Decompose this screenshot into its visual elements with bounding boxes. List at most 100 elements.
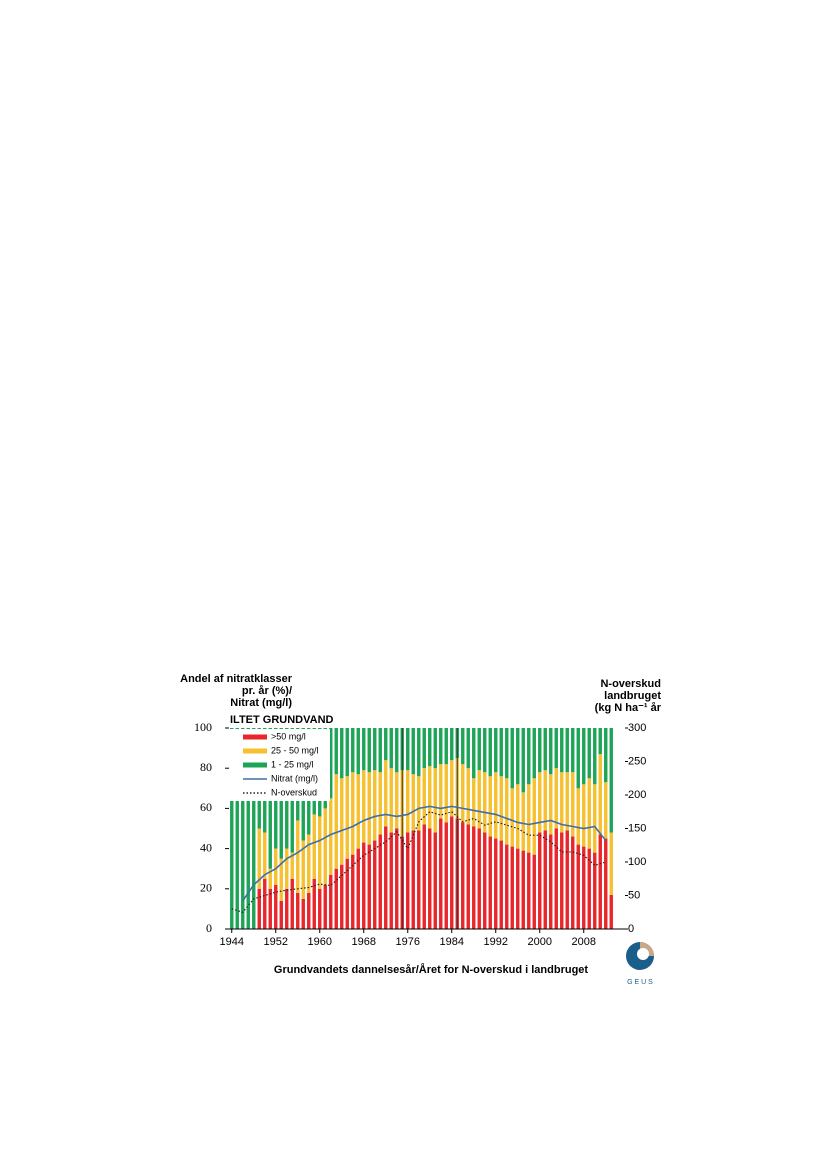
x-tick-label: 2000: [528, 936, 552, 948]
bar-segment: [472, 728, 476, 779]
bar-segment: [406, 728, 410, 771]
bar-segment: [329, 798, 333, 875]
x-tick-label: 1968: [352, 936, 376, 948]
bar-segment: [494, 728, 498, 773]
bar-segment: [576, 728, 580, 789]
bar-segment: [527, 784, 531, 853]
bar-segment: [389, 768, 393, 833]
bar-segment: [340, 778, 344, 865]
bar-segment: [543, 830, 547, 929]
bar-segment: [362, 770, 366, 843]
bar-segment: [477, 828, 481, 929]
bar-segment: [312, 878, 316, 929]
x-tick-label: 1952: [264, 936, 288, 948]
x-tick-label: 1976: [396, 936, 420, 948]
legend-label: N-overskud: [271, 787, 317, 797]
bar-segment: [450, 728, 454, 761]
bar-segment: [285, 848, 289, 889]
bar-segment: [362, 728, 366, 771]
bar-segment: [290, 878, 294, 929]
bar-segment: [290, 852, 294, 879]
legend-swatch: [243, 762, 267, 768]
bar-segment: [340, 728, 344, 779]
line-series: [242, 805, 607, 902]
bar-segment: [582, 846, 586, 929]
bar-segment: [483, 772, 487, 833]
bar-segment: [334, 728, 338, 775]
bar-segment: [576, 788, 580, 845]
bar-segment: [367, 844, 371, 929]
bar-segment: [604, 728, 608, 783]
bar-segment: [351, 772, 355, 855]
bar-segment: [356, 848, 360, 929]
bar-segment: [356, 728, 360, 775]
bar-segment: [560, 832, 564, 929]
bar-segment: [450, 760, 454, 817]
y2-tick-label: 250: [628, 755, 646, 767]
bar-segment: [461, 728, 465, 765]
bar-segment: [472, 826, 476, 929]
legend-label: 25 - 50 mg/l: [271, 745, 319, 755]
x-tick-label: 1944: [220, 936, 244, 948]
bar-segment: [521, 728, 525, 793]
bar-segment: [521, 850, 525, 929]
bar-segment: [362, 842, 366, 929]
bar-segment: [406, 832, 410, 929]
bar-segment: [604, 782, 608, 839]
bar-segment: [505, 778, 509, 845]
bar-segment: [527, 852, 531, 929]
logo: G E U S: [626, 942, 654, 986]
bar-segment: [246, 728, 250, 929]
bar-segment: [477, 728, 481, 771]
bar-segment: [367, 772, 371, 845]
y-tick-label: 100: [194, 720, 212, 734]
left-axis-title: pr. år (%)/: [242, 685, 292, 697]
logo-text: G E U S: [627, 979, 653, 986]
bar-segment: [532, 728, 536, 779]
bar-segment: [268, 868, 272, 889]
bar-segment: [488, 836, 492, 929]
bar-segment: [257, 888, 261, 929]
bar-segment: [428, 728, 432, 767]
bar-segment: [488, 728, 492, 777]
bar-segment: [516, 848, 520, 929]
y-tick-label: 0: [206, 921, 212, 935]
bar-segment: [367, 728, 371, 773]
bar-segment: [351, 728, 355, 773]
bar-segment: [433, 768, 437, 833]
bar-segment: [373, 728, 377, 771]
y2-tick-label: 100: [628, 856, 646, 868]
bar-segment: [483, 728, 487, 773]
bar-segment: [301, 840, 305, 899]
bar-segment: [604, 838, 608, 929]
bar-segment: [334, 868, 338, 929]
bar-segment: [466, 824, 470, 929]
bar-segment: [279, 900, 283, 929]
bar-segment: [532, 778, 536, 855]
bar-segment: [296, 892, 300, 929]
bar-segment: [576, 844, 580, 929]
bar-segment: [411, 774, 415, 831]
bar-segment: [593, 728, 597, 785]
bar-segment: [483, 832, 487, 929]
bar-segment: [461, 822, 465, 929]
line-series: [231, 811, 606, 913]
bar-segment: [312, 814, 316, 879]
bar-segment: [230, 728, 234, 929]
right-axis-title: landbruget: [604, 690, 661, 702]
bar-segment: [395, 772, 399, 829]
bar-segment: [560, 772, 564, 833]
bar-segment: [422, 824, 426, 929]
right-axis-title: (kg N ha⁻¹ år: [595, 702, 662, 714]
bar-segment: [279, 858, 283, 901]
bar-segment: [593, 852, 597, 929]
bar-segment: [565, 772, 569, 831]
y2-tick-label: 300: [628, 722, 646, 734]
bar-segment: [549, 774, 553, 835]
bar-segment: [571, 772, 575, 837]
right-axis-title: N-overskud: [600, 678, 661, 690]
y-tick-label: 60: [200, 800, 212, 814]
bar-segment: [444, 764, 448, 823]
bar-segment: [549, 834, 553, 929]
